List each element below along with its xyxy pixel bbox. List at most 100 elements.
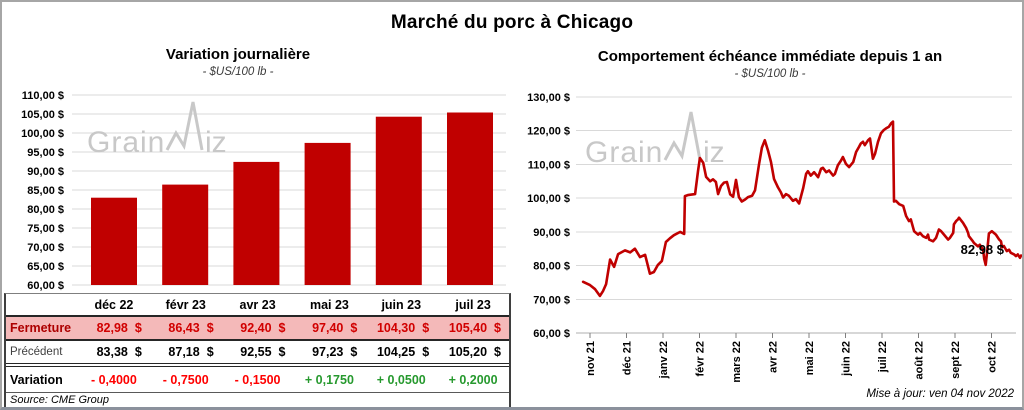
- x-tick-label: févr 22: [695, 341, 707, 376]
- x-tick-label: janv 22: [658, 341, 670, 379]
- price-cell: 87,18 $: [150, 345, 222, 359]
- y-tick-label: 70,00 $: [533, 294, 570, 306]
- watermark-zigzag-icon: [663, 111, 702, 161]
- currency-symbol: $: [278, 345, 286, 359]
- x-tick-label: août 22: [914, 341, 926, 380]
- variation-cell: - 0,4000: [90, 372, 137, 387]
- price-cell: 82,98 $: [78, 321, 150, 335]
- variation-cell: + 0,2000: [448, 372, 498, 387]
- x-tick-label: avr 22: [768, 341, 780, 373]
- price-line-series: [581, 120, 1022, 298]
- y-tick-label: 60,00 $: [533, 328, 570, 340]
- x-tick-label: nov 21: [585, 341, 597, 376]
- price-value: 86,43: [168, 321, 200, 335]
- month-header: déc 22: [94, 297, 134, 312]
- price-cell: 97,23 $: [294, 345, 366, 359]
- update-note: Mise à jour: ven 04 nov 2022: [866, 388, 1014, 400]
- currency-symbol: $: [350, 321, 358, 335]
- table-source-row: Source: CME Group: [10, 394, 110, 406]
- y-tick-label: 85,00 $: [27, 185, 64, 197]
- bar: [304, 142, 351, 285]
- line-chart-title: Comportement échéance immédiate depuis 1…: [597, 48, 943, 65]
- x-tick-label: mars 22: [731, 341, 743, 383]
- y-tick-label: 100,00 $: [21, 128, 64, 140]
- y-tick-label: 60,00 $: [27, 280, 64, 292]
- row-label: Variation: [10, 372, 63, 387]
- currency-symbol: $: [494, 321, 501, 335]
- price-value: 104,30: [376, 321, 416, 335]
- price-value: 82,98: [96, 321, 128, 335]
- y-tick-label: 130,00 $: [527, 92, 570, 104]
- x-tick-label: oct 22: [987, 341, 999, 373]
- variation-cell: + 0,1750: [304, 372, 354, 387]
- price-cell: 104,25 $: [365, 345, 437, 359]
- variation-cell: - 0,7500: [162, 372, 209, 387]
- row-label: Fermeture: [10, 321, 72, 335]
- price-cell: 105,20 $: [437, 345, 509, 359]
- x-tick-label: déc 21: [622, 341, 634, 375]
- variation-cell: - 0,1500: [234, 372, 281, 387]
- currency-symbol: $: [422, 321, 430, 335]
- line-grid: [576, 96, 1012, 334]
- y-tick-label: 105,00 $: [21, 109, 64, 121]
- watermark-text-grain: Grain: [585, 136, 663, 169]
- price-value: 83,38: [96, 345, 128, 359]
- price-cell: 83,38 $: [78, 345, 150, 359]
- currency-symbol: $: [206, 321, 214, 335]
- currency-symbol: $: [206, 345, 214, 359]
- y-tick-label: 70,00 $: [27, 242, 64, 254]
- price-cell: 92,40 $: [222, 321, 294, 335]
- y-tick-label: 100,00 $: [527, 193, 570, 205]
- price-cell: 92,55 $: [222, 345, 294, 359]
- y-tick-label: 75,00 $: [27, 223, 64, 235]
- grainwiz-watermark: Grain iz: [87, 101, 227, 159]
- bar-chart-subtitle: - $US/100 lb -: [202, 66, 274, 78]
- currency-symbol: $: [350, 345, 358, 359]
- x-tick-label: sept 22: [950, 341, 962, 379]
- currency-symbol: $: [494, 345, 501, 359]
- currency-symbol: $: [134, 321, 142, 335]
- last-price-annotation: 82,98 $: [961, 242, 1005, 257]
- currency-symbol: $: [422, 345, 430, 359]
- y-tick-label: 90,00 $: [27, 166, 64, 178]
- month-header: juil 23: [455, 297, 491, 312]
- bar: [91, 197, 137, 285]
- bar-grid: [72, 94, 506, 286]
- variation-cell: + 0,0500: [376, 372, 426, 387]
- price-cell: 86,43 $: [150, 321, 222, 335]
- price-value: 87,18: [168, 345, 200, 359]
- price-value: 105,20: [448, 345, 488, 359]
- grainwiz-watermark: Grain iz: [585, 111, 725, 169]
- month-header: avr 23: [239, 297, 276, 312]
- price-cell: 104,30 $: [365, 321, 437, 335]
- month-header: mai 23: [309, 297, 349, 312]
- currency-symbol: $: [134, 345, 142, 359]
- line-chart-subtitle: - $US/100 lb -: [734, 68, 806, 80]
- bar: [447, 112, 493, 285]
- y-tick-label: 80,00 $: [27, 204, 64, 216]
- price-value: 92,55: [240, 345, 272, 359]
- y-tick-label: 90,00 $: [533, 227, 570, 239]
- y-tick-label: 65,00 $: [27, 261, 64, 273]
- watermark-text-iz: iz: [205, 126, 227, 159]
- price-value: 92,40: [240, 321, 272, 335]
- x-tick-label: juin 22: [841, 341, 853, 377]
- price-cell: 97,40 $: [294, 321, 366, 335]
- row-label: Précédent: [10, 346, 63, 358]
- price-value: 105,40: [448, 321, 488, 335]
- table-row-previous: Précédent 83,38 $87,18 $92,55 $97,23 $104,25 $…: [6, 341, 509, 367]
- price-value: 97,40: [312, 321, 344, 335]
- table-header-row: déc 22 févr 23 avr 23 mai 23 juin 23 juil 23: [6, 294, 509, 317]
- bar: [162, 184, 209, 285]
- y-tick-label: 110,00 $: [22, 90, 64, 102]
- currency-symbol: $: [278, 321, 286, 335]
- y-tick-label: 110,00 $: [528, 159, 570, 171]
- month-header: juin 23: [381, 297, 422, 312]
- table-row-variation: Variation - 0,4000 - 0,7500 - 0,1500 + 0,175…: [6, 367, 509, 393]
- y-tick-label: 120,00 $: [527, 126, 570, 138]
- bar: [233, 161, 280, 285]
- watermark-text-iz: iz: [703, 136, 725, 169]
- watermark-text-grain: Grain: [87, 126, 165, 159]
- watermark-zigzag-icon: [165, 101, 204, 151]
